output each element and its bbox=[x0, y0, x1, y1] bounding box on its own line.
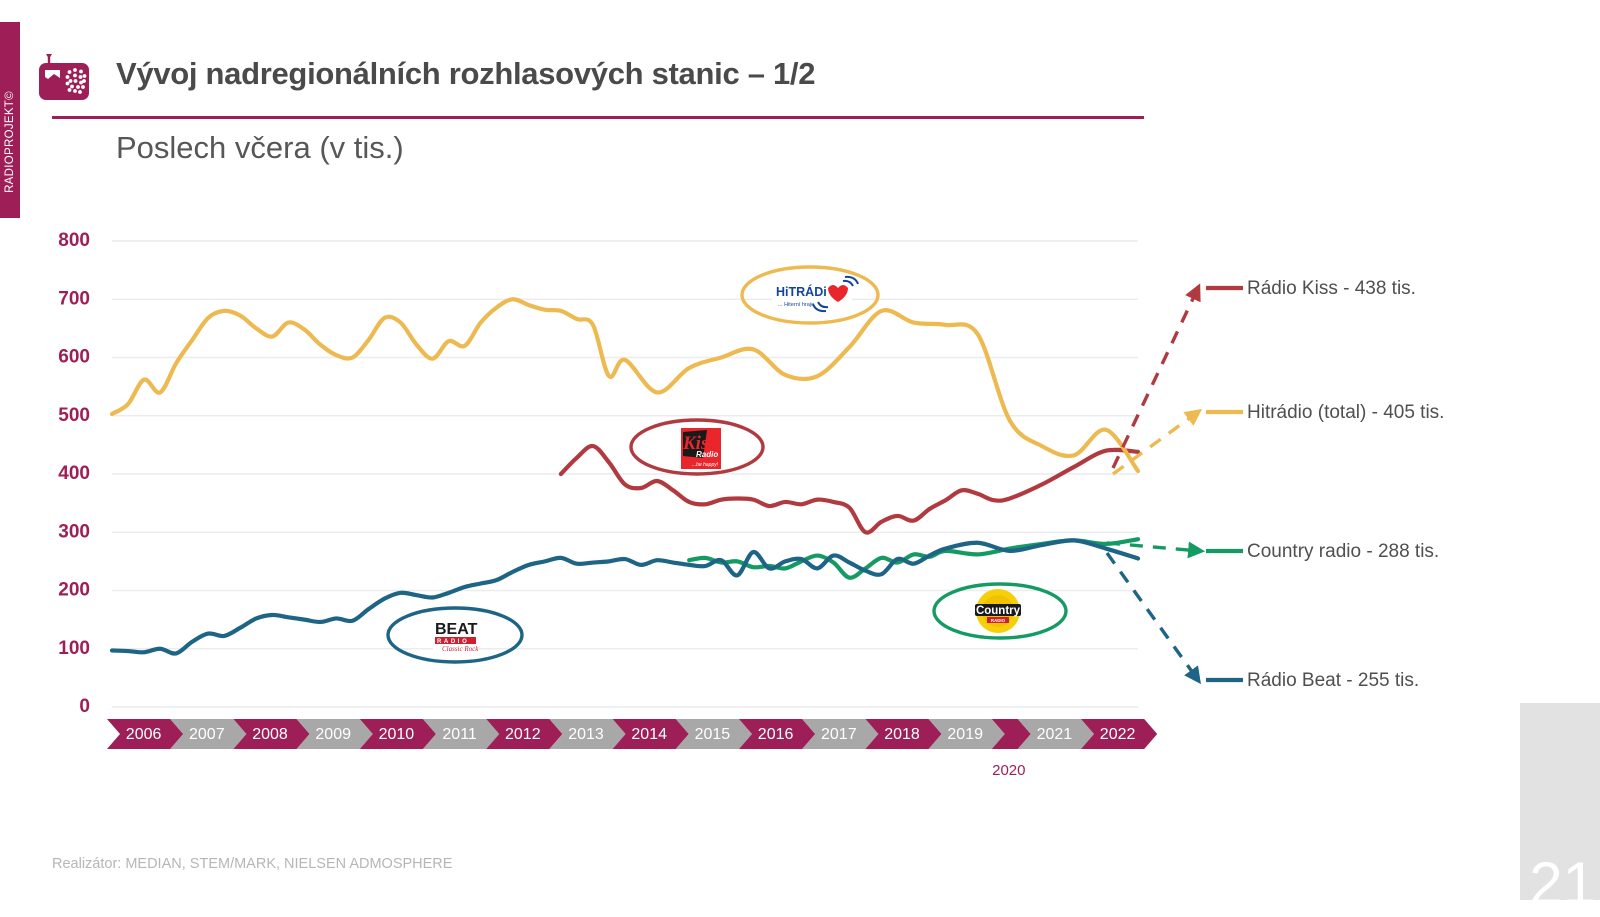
svg-text:HiTRÁDi: HiTRÁDi bbox=[776, 284, 827, 299]
leader-line-1 bbox=[1111, 408, 1203, 476]
title-divider bbox=[52, 116, 1144, 119]
svg-text:Country: Country bbox=[976, 605, 1021, 617]
year-label-2017: 2017 bbox=[821, 726, 857, 743]
year-chevron-2013[interactable] bbox=[549, 719, 626, 749]
year-chevron-2011[interactable] bbox=[423, 719, 500, 749]
year-chevron-2019[interactable] bbox=[928, 719, 1005, 749]
year-label-2007: 2007 bbox=[189, 726, 225, 743]
callout-ellipse-country bbox=[932, 582, 1068, 640]
year-chevron-2015[interactable] bbox=[675, 719, 752, 749]
year-chevron-2007[interactable] bbox=[170, 719, 247, 749]
x-axis-timeline: 2006 2007 2008 2009 2010 2011 2012 2013 2014 2015… bbox=[107, 719, 1158, 779]
svg-text:BEAT: BEAT bbox=[435, 621, 478, 638]
year-chevron-2010[interactable] bbox=[359, 719, 436, 749]
callout-ellipse-hitradio bbox=[740, 265, 880, 325]
year-label-2011: 2011 bbox=[442, 726, 477, 743]
y-axis-tick-800: 800 bbox=[58, 230, 90, 251]
year-chevron-2017[interactable] bbox=[802, 719, 879, 749]
chart-gridlines bbox=[112, 240, 1138, 708]
year-label-below-2020: 2020 bbox=[992, 762, 1025, 779]
leader-line-0 bbox=[1111, 283, 1201, 469]
series-line-r-dio-beat bbox=[109, 538, 1141, 656]
svg-text:RADIO: RADIO bbox=[437, 639, 469, 645]
year-chevron-2020[interactable] bbox=[991, 719, 1031, 749]
year-chevron-2016[interactable] bbox=[739, 719, 816, 749]
series-line-country-radio bbox=[687, 537, 1141, 580]
year-label-2012: 2012 bbox=[505, 726, 541, 743]
svg-text:Kiss: Kiss bbox=[682, 433, 716, 454]
svg-text:Radio: Radio bbox=[696, 450, 718, 459]
series-line-r-dio-kiss bbox=[558, 443, 1141, 535]
y-axis-tick-500: 500 bbox=[58, 405, 90, 426]
year-chevron-2006[interactable] bbox=[107, 719, 184, 749]
radio-icon bbox=[39, 54, 89, 100]
year-chevron-2014[interactable] bbox=[612, 719, 689, 749]
year-chevron-2021[interactable] bbox=[1017, 719, 1094, 749]
page-subtitle: Poslech včera (v tis.) bbox=[116, 130, 404, 165]
svg-text:... Hiterní hrajo: ... Hiterní hrajo bbox=[778, 302, 814, 308]
year-label-2014: 2014 bbox=[631, 726, 667, 743]
year-label-2013: 2013 bbox=[568, 726, 604, 743]
y-axis-tick-200: 200 bbox=[58, 580, 90, 601]
year-label-2015: 2015 bbox=[695, 726, 731, 743]
legend-leader-lines bbox=[1105, 283, 1206, 685]
year-label-2010: 2010 bbox=[379, 726, 415, 743]
y-axis-tick-100: 100 bbox=[58, 638, 90, 659]
year-label-2018: 2018 bbox=[884, 726, 920, 743]
brand-sidebar: RADIOPROJEKT© bbox=[0, 22, 20, 218]
series-line-hitr-dio-total- bbox=[109, 297, 1141, 474]
chart-series-lines bbox=[109, 297, 1141, 656]
chart-legend: Rádio Kiss - 438 tis. Hitrádio (total) - … bbox=[1206, 278, 1444, 691]
svg-text:RADIO: RADIO bbox=[991, 618, 1006, 623]
y-axis-tick-400: 400 bbox=[58, 463, 90, 484]
year-chevron-2018[interactable] bbox=[865, 719, 942, 749]
year-label-2019: 2019 bbox=[947, 726, 983, 743]
logo-hitradio: HiTRÁDi ... Hiterní hrajo bbox=[772, 275, 859, 313]
footer-source-note: Realizátor: MEDIAN, STEM/MARK, NIELSEN A… bbox=[52, 856, 453, 872]
leader-line-3 bbox=[1105, 552, 1201, 685]
callout-ellipse-beat bbox=[386, 606, 524, 664]
year-chevron-2022[interactable] bbox=[1081, 719, 1158, 749]
year-chevron-2008[interactable] bbox=[233, 719, 310, 749]
y-axis-tick-labels: 0 100 200 300 400 500 600 700 800 bbox=[58, 230, 90, 717]
year-label-2006: 2006 bbox=[126, 726, 162, 743]
y-axis-tick-300: 300 bbox=[58, 521, 90, 542]
year-label-2022: 2022 bbox=[1100, 726, 1136, 743]
year-chevron-2009[interactable] bbox=[296, 719, 373, 749]
svg-text:...be happy!: ...be happy! bbox=[692, 462, 719, 468]
y-axis-tick-0: 0 bbox=[79, 696, 90, 717]
page-title-row: Vývoj nadregionálních rozhlasových stani… bbox=[116, 56, 1146, 106]
y-axis-tick-700: 700 bbox=[58, 288, 90, 309]
y-axis-tick-600: 600 bbox=[58, 347, 90, 368]
svg-text:Classic Rock: Classic Rock bbox=[442, 645, 479, 653]
year-label-2021: 2021 bbox=[1037, 726, 1073, 743]
legend-label-0[interactable]: Rádio Kiss - 438 tis. bbox=[1247, 278, 1416, 299]
year-label-2016: 2016 bbox=[758, 726, 794, 743]
year-label-2009: 2009 bbox=[315, 726, 351, 743]
year-chevron-2012[interactable] bbox=[486, 719, 563, 749]
year-label-2008: 2008 bbox=[252, 726, 288, 743]
legend-label-1[interactable]: Hitrádio (total) - 405 tis. bbox=[1247, 402, 1444, 423]
legend-label-2[interactable]: Country radio - 288 tis. bbox=[1247, 541, 1439, 562]
legend-label-3[interactable]: Rádio Beat - 255 tis. bbox=[1247, 670, 1419, 691]
leader-line-2 bbox=[1106, 541, 1206, 559]
page-title: Vývoj nadregionálních rozhlasových stani… bbox=[116, 56, 816, 91]
callout-ellipse-kiss bbox=[629, 418, 765, 476]
